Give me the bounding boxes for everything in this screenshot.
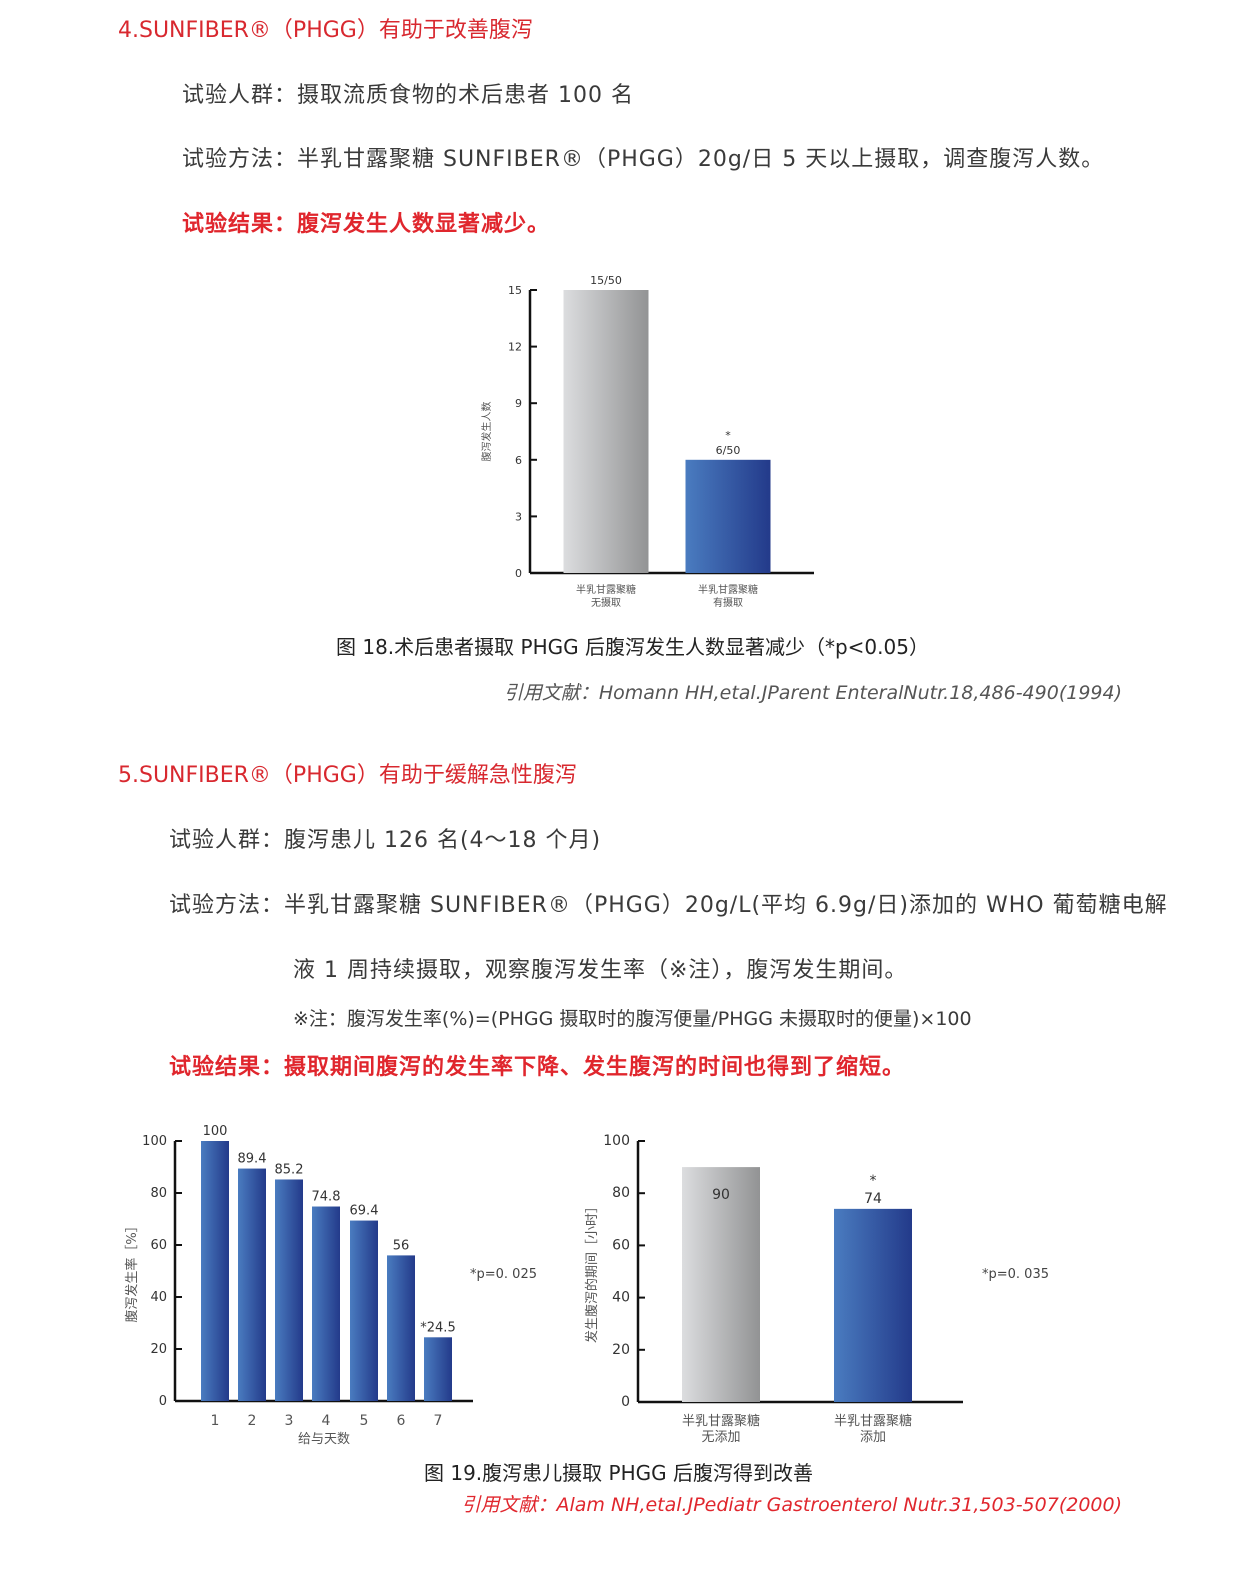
data-label: 69.4: [350, 1204, 379, 1219]
x-tick-label: 4: [322, 1413, 331, 1429]
y-tick-label: 80: [612, 1185, 630, 1201]
section4-heading: 4.SUNFIBER®（PHGG）有助于改善腹泻: [118, 18, 533, 43]
y-tick-label: 60: [150, 1238, 167, 1253]
y-tick-label: 40: [612, 1290, 630, 1306]
y-axis-label: 发生腹泻的期间［小时］: [584, 1200, 600, 1343]
section5-heading: 5.SUNFIBER®（PHGG）有助于缓解急性腹泻: [118, 763, 577, 788]
data-label: 90: [712, 1187, 730, 1203]
y-tick-label: 9: [515, 397, 522, 410]
x-tick-label: 半乳甘露聚糖: [576, 583, 636, 596]
y-tick-label: 20: [150, 1342, 167, 1357]
x-tick-label: 无添加: [701, 1430, 740, 1445]
figure19-caption: 图 19.腹泻患儿摄取 PHGG 后腹泻得到改善: [424, 1461, 813, 1485]
y-tick-label: 100: [603, 1133, 630, 1149]
p-value-annotation: *p=0. 025: [470, 1267, 537, 1282]
data-label: 85.2: [275, 1162, 304, 1177]
bar: [387, 1255, 415, 1401]
x-tick-label: 1: [211, 1413, 220, 1429]
y-tick-label: 12: [508, 341, 522, 354]
y-tick-label: 100: [142, 1134, 167, 1149]
y-tick-label: 0: [515, 567, 522, 580]
section4-result: 试验结果：腹泻发生人数显著减少。: [182, 212, 551, 237]
data-label: 74: [864, 1191, 882, 1207]
data-label: 100: [203, 1124, 228, 1139]
data-label: *: [870, 1173, 877, 1189]
section5-note: ※注：腹泻发生率(%)=(PHGG 摄取时的腹泻便量/PHGG 未摄取时的便量)…: [293, 1008, 972, 1030]
figure18-caption: 图 18.术后患者摄取 PHGG 后腹泻发生人数显著减少（*p<0.05）: [336, 635, 929, 659]
bar: [312, 1206, 340, 1401]
data-label: 89.4: [238, 1152, 267, 1167]
bar: [350, 1220, 378, 1401]
x-tick-label: 3: [285, 1413, 294, 1429]
x-tick-label: 半乳甘露聚糖: [682, 1413, 760, 1429]
bar: [685, 459, 771, 573]
section5-method-line1: 试验方法：半乳甘露聚糖 SUNFIBER®（PHGG）20g/L(平均 6.9g…: [169, 893, 1168, 918]
bar: [275, 1179, 303, 1401]
data-label: *24.5: [420, 1320, 455, 1335]
figure19-citation: 引用文献：Alam NH,etal.JPediatr Gastroenterol…: [461, 1494, 1122, 1516]
x-tick-label: 6: [397, 1413, 406, 1429]
p-value-annotation: *p=0. 035: [982, 1267, 1049, 1282]
y-tick-label: 6: [515, 454, 522, 467]
x-tick-label: 添加: [860, 1430, 886, 1445]
data-label: 15/50: [590, 274, 622, 287]
data-label: 6/50: [716, 444, 741, 457]
figure18-citation: 引用文献：Homann HH,etal.JParent EnteralNutr.…: [503, 682, 1122, 704]
bar: [424, 1337, 452, 1401]
y-tick-label: 0: [159, 1394, 167, 1409]
y-axis-label: 腹泻发生人数: [480, 402, 493, 462]
y-tick-label: 20: [612, 1342, 630, 1358]
x-tick-label: 无摄取: [591, 596, 621, 609]
section4-subjects: 试验人群：摄取流质食物的术后患者 100 名: [182, 83, 634, 108]
data-label: 56: [393, 1238, 410, 1253]
y-axis-label: 腹泻发生率［%］: [124, 1219, 140, 1322]
data-label: *: [725, 429, 731, 442]
section5-result: 试验结果：摄取期间腹泻的发生率下降、发生腹泻的时间也得到了缩短。: [169, 1055, 906, 1080]
section5-method-line2: 液 1 周持续摄取，观察腹泻发生率（※注），腹泻发生期间。: [293, 958, 908, 983]
bar: [238, 1168, 266, 1401]
y-tick-label: 40: [150, 1290, 167, 1305]
x-axis-label: 给与天数: [298, 1432, 350, 1447]
bar: [201, 1141, 229, 1401]
x-tick-label: 有摄取: [713, 596, 743, 609]
section5-subjects: 试验人群：腹泻患儿 126 名(4～18 个月): [169, 828, 602, 853]
y-tick-label: 60: [612, 1237, 630, 1253]
data-label: 74.8: [312, 1190, 341, 1205]
y-tick-label: 15: [508, 284, 522, 297]
x-tick-label: 7: [434, 1413, 443, 1429]
x-tick-label: 2: [248, 1413, 257, 1429]
x-tick-label: 半乳甘露聚糖: [698, 583, 758, 596]
y-tick-label: 3: [515, 510, 522, 523]
y-tick-label: 80: [150, 1186, 167, 1201]
x-tick-label: 5: [360, 1413, 369, 1429]
bar: [682, 1167, 760, 1402]
bar: [834, 1208, 912, 1402]
y-tick-label: 0: [621, 1394, 630, 1410]
section4-method: 试验方法：半乳甘露聚糖 SUNFIBER®（PHGG）20g/日 5 天以上摄取…: [182, 147, 1105, 172]
chart-diarrhea-count: 03691215腹泻发生人数15/50半乳甘露聚糖无摄取*6/50半乳甘露聚糖有…: [480, 274, 814, 609]
bar: [563, 290, 649, 573]
x-tick-label: 半乳甘露聚糖: [834, 1413, 912, 1429]
